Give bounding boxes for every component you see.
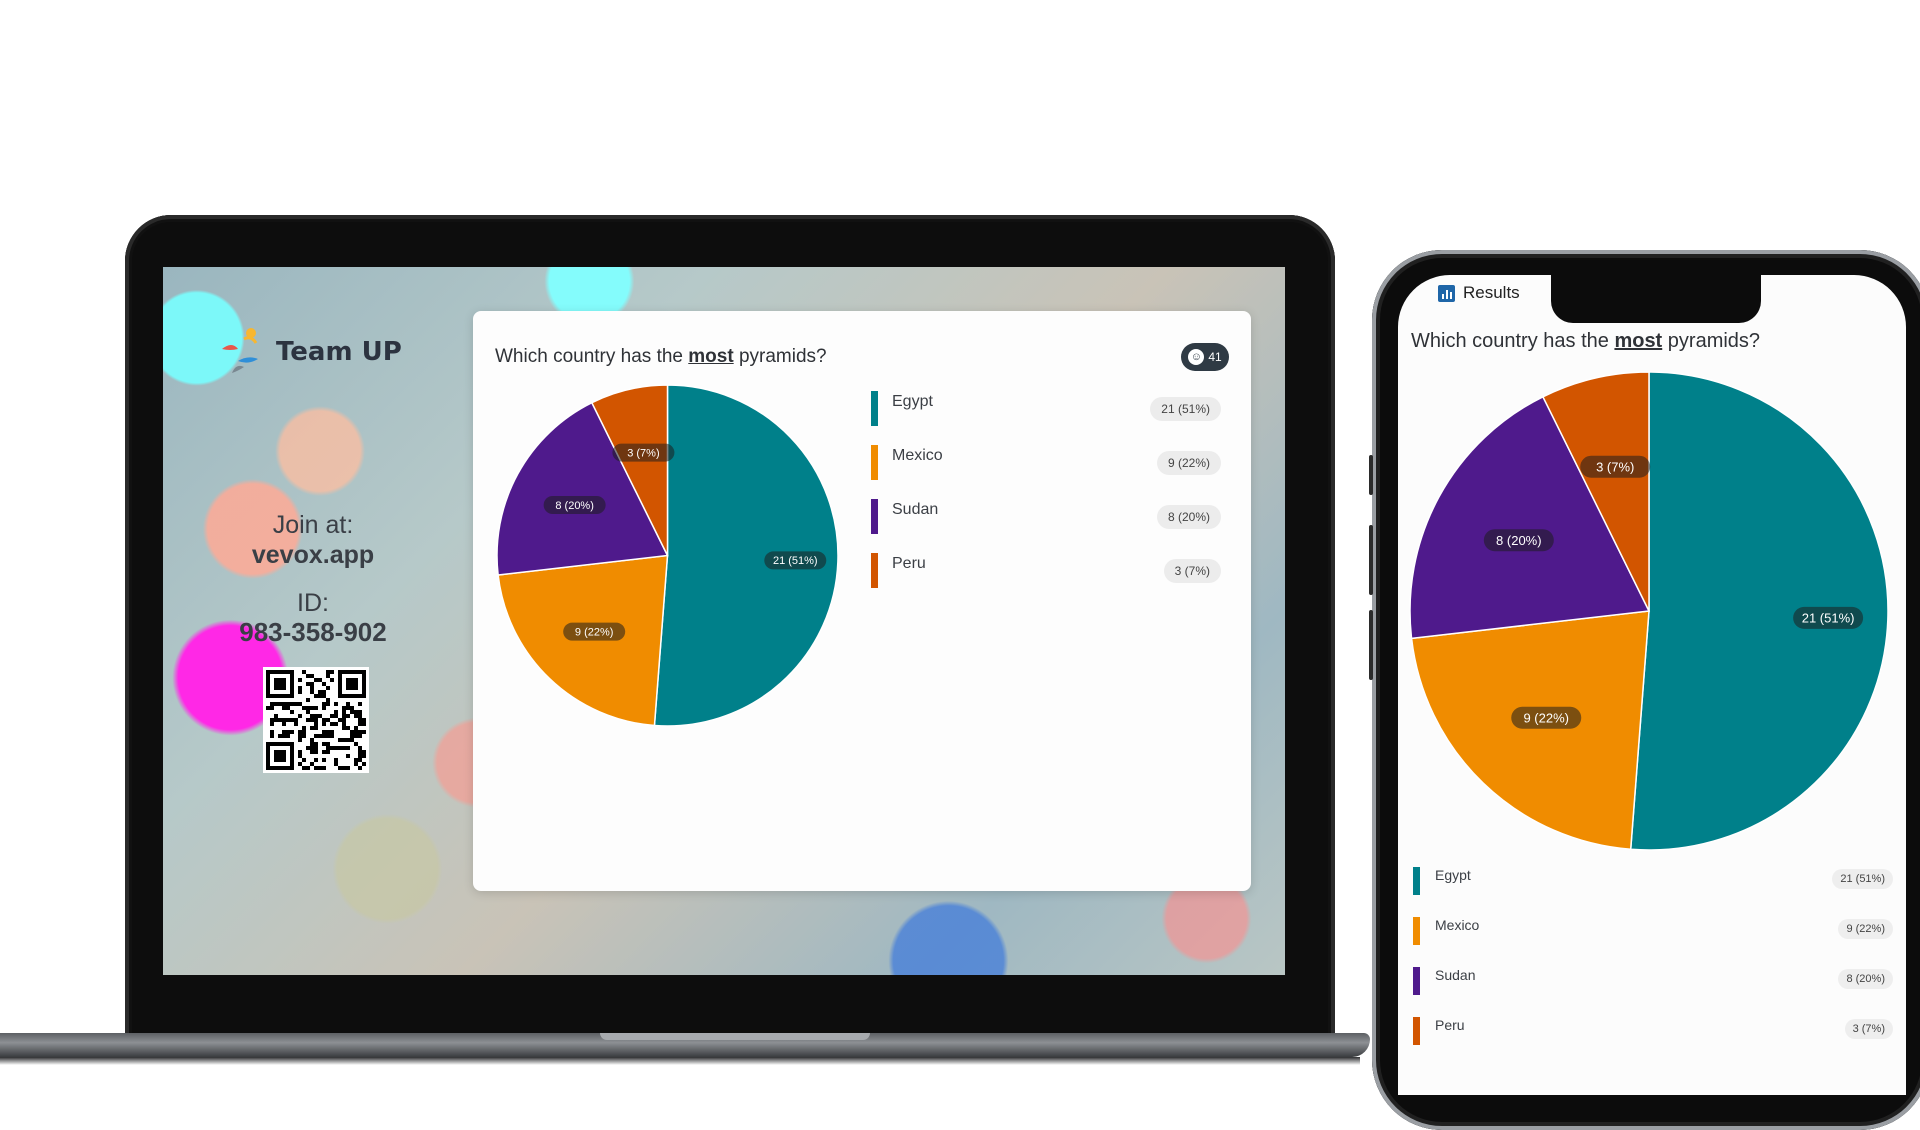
- slice-label-egypt: 21 (51%): [764, 551, 827, 570]
- participants-icon: ☺: [1188, 349, 1205, 365]
- id-label: ID:: [297, 589, 329, 617]
- phone-volume-up-button: [1369, 525, 1373, 595]
- poll-question: Which country has the most pyramids?: [495, 346, 827, 368]
- pie-slice-sudan: [496, 401, 669, 576]
- legend-value: 8 (20%): [1156, 505, 1221, 529]
- svg-text:21 (51%): 21 (51%): [773, 555, 818, 567]
- legend-label: Peru: [892, 555, 926, 572]
- legend-item-egypt: Egypt 21 (51%): [1413, 867, 1893, 897]
- pie-chart: 21 (51%) 9 (22%) 8 (20%) 3 (7%): [496, 384, 839, 727]
- presentation-screen: Team UP Join at: vevox.app ID: 983-358-9…: [163, 267, 1285, 975]
- legend-label: Mexico: [892, 447, 943, 464]
- legend-swatch: [871, 445, 878, 480]
- question-emphasis: most: [688, 346, 734, 367]
- slice-label-mexico: 9 (22%): [563, 622, 626, 641]
- poll-question: Which country has the most pyramids?: [1411, 330, 1760, 353]
- svg-text:9 (22%): 9 (22%): [575, 627, 614, 639]
- join-label: Join at:: [272, 511, 354, 539]
- slice-label-peru: 3 (7%): [612, 443, 675, 462]
- question-suffix: pyramids?: [1667, 330, 1761, 352]
- vote-count-badge: ☺ 41: [1181, 343, 1229, 371]
- legend-label: Sudan: [892, 501, 939, 518]
- team-up-logo-icon: [222, 328, 258, 373]
- legend-swatch: [1413, 867, 1420, 895]
- legend-swatch: [871, 553, 878, 588]
- laptop-hinge-notch: [600, 1033, 870, 1040]
- chart-legend: Egypt 21 (51%) Mexico 9 (22%) Sudan 8 (20%) Pe…: [1413, 867, 1893, 1067]
- brand-name: Team UP: [276, 337, 402, 367]
- legend-value: 9 (22%): [1156, 451, 1221, 475]
- legend-swatch: [1413, 917, 1420, 945]
- poll-results-card: Which country has the most pyramids? ☺ 4…: [473, 311, 1251, 891]
- legend-swatch: [871, 391, 878, 426]
- pie-slice-egypt: [1629, 371, 1889, 851]
- vote-count: 41: [1208, 350, 1222, 364]
- legend-label: Mexico: [1435, 917, 1480, 933]
- legend-value: 3 (7%): [1844, 1019, 1893, 1039]
- legend-value: 21 (51%): [1832, 869, 1893, 889]
- legend-item-sudan: Sudan 8 (20%): [871, 499, 1221, 534]
- legend-value: 3 (7%): [1163, 559, 1221, 583]
- legend-label: Egypt: [892, 393, 933, 410]
- brand: Team UP: [218, 325, 402, 379]
- svg-text:3 (7%): 3 (7%): [1596, 459, 1634, 474]
- bar-chart-icon: [1438, 284, 1455, 302]
- svg-text:9 (22%): 9 (22%): [1523, 710, 1569, 725]
- legend-swatch: [871, 499, 878, 534]
- legend-label: Peru: [1435, 1017, 1465, 1033]
- join-url: vevox.app: [251, 541, 375, 569]
- phone-notch: [1551, 275, 1761, 323]
- slice-label-egypt: 21 (51%): [1793, 606, 1864, 629]
- slice-label-mexico: 9 (22%): [1511, 706, 1582, 729]
- tab-results[interactable]: Results: [1438, 283, 1520, 303]
- pie-slice-peru: [1541, 371, 1650, 612]
- phone-screen: Results Which country has the most pyram…: [1398, 275, 1906, 1095]
- pie-slice-sudan: [1409, 395, 1651, 640]
- chart-legend: Egypt 21 (51%) Mexico 9 (22%) Sudan 8 (20%) Pe…: [871, 391, 1221, 607]
- laptop-base-shadow: [0, 1057, 1360, 1065]
- question-prefix: Which country has the: [1411, 330, 1609, 352]
- legend-swatch: [1413, 1017, 1420, 1045]
- pie-chart: 21 (51%) 9 (22%) 8 (20%) 3 (7%): [1409, 371, 1889, 851]
- legend-item-mexico: Mexico 9 (22%): [1413, 917, 1893, 947]
- slice-label-peru: 3 (7%): [1580, 455, 1651, 478]
- svg-text:8 (20%): 8 (20%): [555, 500, 594, 512]
- legend-item-mexico: Mexico 9 (22%): [871, 445, 1221, 480]
- session-id: 983-358-902: [239, 617, 387, 647]
- pie-slice-egypt: [653, 384, 839, 727]
- svg-text:3 (7%): 3 (7%): [627, 447, 659, 459]
- pie-slice-peru: [590, 384, 669, 556]
- legend-label: Sudan: [1435, 967, 1476, 983]
- legend-label: Egypt: [1435, 867, 1471, 883]
- legend-value: 21 (51%): [1150, 397, 1221, 421]
- svg-text:21 (51%): 21 (51%): [1802, 610, 1855, 625]
- tab-results-label: Results: [1463, 283, 1520, 302]
- question-prefix: Which country has the: [495, 346, 683, 367]
- svg-text:8 (20%): 8 (20%): [1496, 533, 1542, 548]
- slice-label-sudan: 8 (20%): [543, 496, 606, 515]
- pie-slice-mexico: [1410, 610, 1650, 851]
- legend-item-peru: Peru 3 (7%): [871, 553, 1221, 588]
- legend-value: 8 (20%): [1838, 969, 1893, 989]
- question-emphasis: most: [1614, 330, 1663, 352]
- legend-value: 9 (22%): [1838, 919, 1893, 939]
- slice-label-sudan: 8 (20%): [1483, 529, 1554, 552]
- legend-swatch: [1413, 967, 1420, 995]
- phone-volume-down-button: [1369, 610, 1373, 680]
- legend-item-peru: Peru 3 (7%): [1413, 1017, 1893, 1047]
- question-suffix: pyramids?: [738, 346, 827, 367]
- qr-code: [263, 667, 369, 773]
- legend-item-egypt: Egypt 21 (51%): [871, 391, 1221, 426]
- phone-mute-switch: [1369, 455, 1373, 495]
- legend-item-sudan: Sudan 8 (20%): [1413, 967, 1893, 997]
